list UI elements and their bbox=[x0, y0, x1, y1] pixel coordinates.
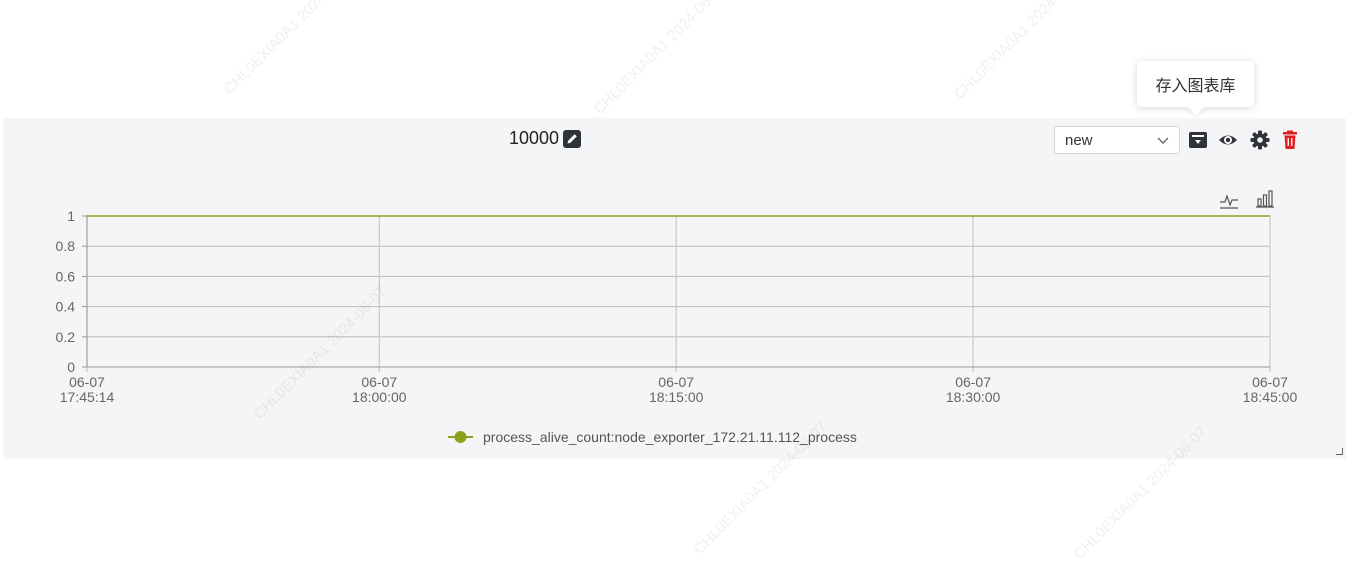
resize-handle[interactable] bbox=[1336, 448, 1343, 455]
tooltip-text: 存入图表库 bbox=[1155, 78, 1236, 95]
edit-icon[interactable] bbox=[563, 129, 582, 148]
x-tick-label-time: 18:00:00 bbox=[352, 389, 407, 405]
svg-text:CHL0EXIA0A1 2024-06-07: CHL0EXIA0A1 2024-06-07 bbox=[591, 0, 730, 118]
bar-chart-toggle-icon[interactable] bbox=[1254, 188, 1276, 208]
line-chart-toggle-icon[interactable] bbox=[1218, 190, 1240, 210]
x-tick-label-date: 06-07 bbox=[1252, 374, 1288, 390]
y-tick-label: 0.6 bbox=[56, 268, 76, 284]
svg-text:CHL0EXIA0A1 2024-06-07: CHL0EXIA0A1 2024-06-07 bbox=[951, 0, 1090, 103]
series-select-value: new bbox=[1065, 131, 1093, 149]
x-tick-label-time: 18:30:00 bbox=[946, 389, 1001, 405]
legend-label: process_alive_count:node_exporter_172.21… bbox=[483, 429, 857, 445]
chart-panel: 10000 new bbox=[3, 118, 1346, 459]
x-tick-label-date: 06-07 bbox=[658, 374, 694, 390]
y-tick-label: 0 bbox=[67, 359, 75, 375]
gear-icon[interactable] bbox=[1250, 130, 1270, 150]
x-tick-label-time: 17:45:14 bbox=[60, 389, 115, 405]
y-tick-label: 0.2 bbox=[56, 329, 76, 345]
x-tick-label-date: 06-07 bbox=[955, 374, 991, 390]
save-to-library-tooltip: 存入图表库 bbox=[1137, 61, 1254, 107]
y-tick-label: 0.8 bbox=[56, 238, 76, 254]
y-tick-label: 1 bbox=[67, 208, 75, 224]
legend-swatch-marker bbox=[454, 431, 467, 443]
svg-text:CHL0EXIA0A1 2024-06-07: CHL0EXIA0A1 2024-06-07 bbox=[221, 0, 360, 98]
trash-icon[interactable] bbox=[1280, 130, 1300, 150]
x-tick-label-time: 18:15:00 bbox=[649, 389, 704, 405]
line-chart: 00.20.40.60.8106-0717:45:1406-0718:00:00… bbox=[56, 208, 1298, 445]
save-to-library-icon[interactable] bbox=[1188, 130, 1208, 150]
y-tick-label: 0.4 bbox=[56, 299, 76, 315]
eye-icon[interactable] bbox=[1218, 130, 1238, 150]
x-tick-label-date: 06-07 bbox=[361, 374, 397, 390]
panel-title-group: 10000 bbox=[509, 128, 582, 149]
series-select[interactable]: new bbox=[1054, 126, 1180, 154]
panel-title: 10000 bbox=[509, 128, 560, 148]
x-tick-label-time: 18:45:00 bbox=[1243, 389, 1298, 405]
x-tick-label-date: 06-07 bbox=[69, 374, 105, 390]
chevron-down-icon bbox=[1157, 137, 1169, 144]
